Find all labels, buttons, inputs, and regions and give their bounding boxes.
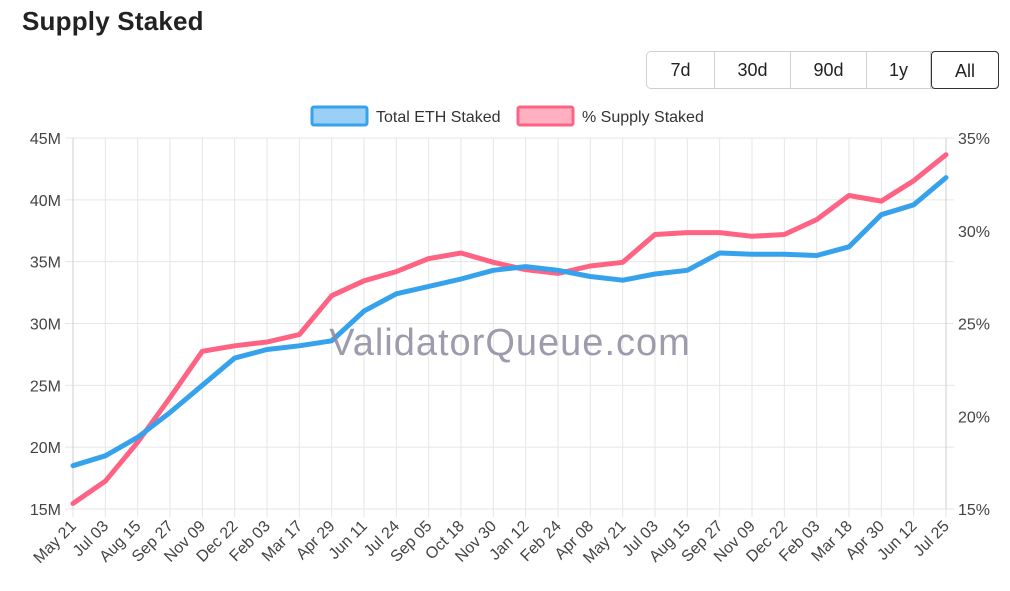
y-left-tick-label: 15M: [30, 502, 61, 519]
range-button-7d[interactable]: 7d: [647, 52, 715, 88]
y-right-tick-label: 20%: [958, 409, 990, 426]
data-point-total-eth: [330, 339, 334, 343]
data-point-pct-supply: [200, 349, 204, 353]
data-point-total-eth: [459, 277, 463, 281]
y-axis-left: 15M 20M 25M 30M 35M 40M 45M: [30, 131, 61, 519]
chart-series: [70, 152, 949, 506]
data-point-total-eth: [912, 203, 916, 207]
x-tick-label: May 21: [31, 518, 80, 567]
data-point-total-eth: [621, 278, 625, 282]
data-point-pct-supply: [459, 251, 463, 255]
data-point-pct-supply: [71, 501, 75, 505]
legend-label-total-eth[interactable]: Total ETH Staked: [376, 109, 501, 126]
y-right-tick-label: 15%: [958, 502, 990, 519]
data-point-total-eth: [524, 265, 528, 269]
series-line-total-eth[interactable]: [70, 175, 949, 469]
data-point-total-eth: [782, 252, 786, 256]
data-point-pct-supply: [168, 396, 172, 400]
data-point-total-eth: [427, 284, 431, 288]
data-point-total-eth: [879, 213, 883, 217]
y-left-tick-label: 35M: [30, 255, 61, 272]
data-point-total-eth: [394, 292, 398, 296]
data-point-pct-supply: [427, 257, 431, 261]
data-point-total-eth: [653, 272, 657, 276]
data-point-total-eth: [200, 383, 204, 387]
range-button-30d[interactable]: 30d: [715, 52, 791, 88]
data-point-pct-supply: [847, 194, 851, 198]
data-point-total-eth: [491, 268, 495, 272]
data-point-total-eth: [944, 176, 948, 180]
data-point-pct-supply: [394, 270, 398, 274]
y-left-tick-label: 30M: [30, 317, 61, 334]
data-point-total-eth: [685, 268, 689, 272]
data-point-pct-supply: [782, 232, 786, 236]
y-left-tick-label: 20M: [30, 440, 61, 457]
data-point-total-eth: [297, 344, 301, 348]
y-left-tick-label: 40M: [30, 193, 61, 210]
data-point-pct-supply: [362, 279, 366, 283]
data-point-pct-supply: [879, 199, 883, 203]
time-range-selector: 7d 30d 90d 1y All: [646, 51, 999, 89]
data-point-total-eth: [556, 268, 560, 272]
y-right-tick-label: 30%: [958, 224, 990, 241]
data-point-total-eth: [588, 275, 592, 279]
data-point-pct-supply: [297, 333, 301, 337]
legend-swatch-pct-supply[interactable]: [516, 105, 575, 127]
data-point-total-eth: [718, 251, 722, 255]
data-point-total-eth: [71, 464, 75, 468]
legend-label-pct-supply[interactable]: % Supply Staked: [582, 109, 704, 126]
data-point-pct-supply: [330, 294, 334, 298]
range-button-90d[interactable]: 90d: [791, 52, 867, 88]
data-point-total-eth: [136, 435, 140, 439]
range-button-1y[interactable]: 1y: [867, 52, 931, 88]
data-point-pct-supply: [265, 340, 269, 344]
data-point-pct-supply: [750, 234, 754, 238]
data-point-pct-supply: [912, 179, 916, 183]
watermark-text: ValidatorQueue.com: [329, 322, 691, 364]
chart-grid: [65, 137, 954, 517]
data-point-pct-supply: [815, 218, 819, 222]
data-point-total-eth: [750, 252, 754, 256]
y-right-tick-label: 25%: [958, 317, 990, 334]
data-point-pct-supply: [718, 231, 722, 235]
data-point-pct-supply: [621, 260, 625, 264]
data-point-total-eth: [847, 245, 851, 249]
range-button-all[interactable]: All: [931, 51, 999, 89]
data-point-pct-supply: [944, 153, 948, 157]
data-point-pct-supply: [588, 264, 592, 268]
data-point-total-eth: [265, 347, 269, 351]
data-point-pct-supply: [653, 232, 657, 236]
page-title: Supply Staked: [22, 6, 204, 36]
y-axis-right: 15% 20% 25% 30% 35%: [958, 131, 990, 519]
data-point-pct-supply: [103, 479, 107, 483]
x-tick-label: Jul 25: [911, 518, 953, 560]
legend-swatch-total-eth[interactable]: [310, 105, 369, 127]
chart-legend: Total ETH Staked % Supply Staked: [310, 105, 704, 127]
data-point-total-eth: [103, 454, 107, 458]
data-point-total-eth: [233, 356, 237, 360]
data-point-total-eth: [168, 411, 172, 415]
data-point-pct-supply: [491, 260, 495, 264]
data-point-pct-supply: [685, 231, 689, 235]
data-point-pct-supply: [233, 344, 237, 348]
data-point-pct-supply: [136, 440, 140, 444]
data-point-total-eth: [815, 253, 819, 257]
data-point-total-eth: [362, 309, 366, 313]
y-right-tick-label: 35%: [958, 131, 990, 148]
y-left-tick-label: 45M: [30, 131, 61, 148]
y-left-tick-label: 25M: [30, 378, 61, 395]
